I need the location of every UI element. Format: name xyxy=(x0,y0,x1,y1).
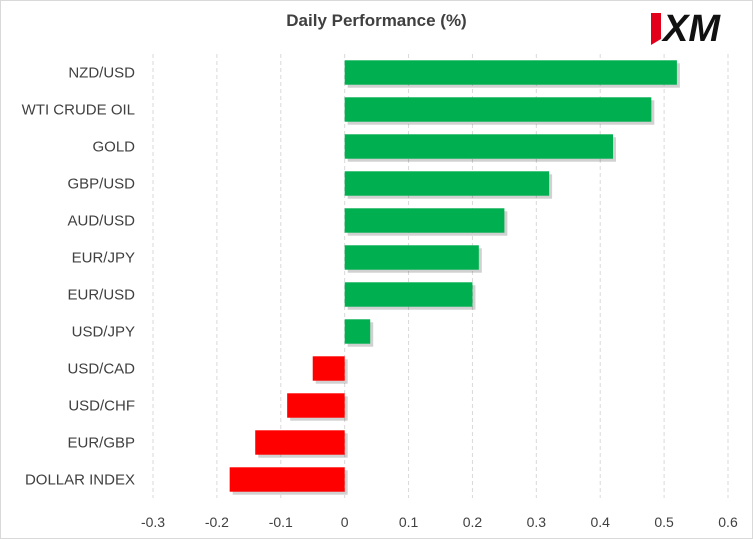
bar xyxy=(344,245,479,270)
category-label: EUR/USD xyxy=(67,287,135,304)
xm-logo: XM xyxy=(651,8,721,47)
bar xyxy=(344,282,473,307)
category-label: USD/CAD xyxy=(67,361,135,378)
bar xyxy=(344,97,652,122)
bar xyxy=(344,319,371,344)
category-label: AUD/USD xyxy=(67,213,135,230)
x-tick-label: 0.4 xyxy=(590,514,610,530)
x-tick-label: 0.5 xyxy=(654,514,674,530)
category-label: USD/CHF xyxy=(68,398,135,415)
bar xyxy=(312,356,345,381)
bar-layer xyxy=(229,60,680,495)
bar xyxy=(344,171,550,196)
xm-logo-text: XM xyxy=(661,8,721,47)
bar xyxy=(287,393,345,418)
x-tick-label: 0.1 xyxy=(399,514,419,530)
x-tick-label: 0.2 xyxy=(463,514,483,530)
chart-title: Daily Performance (%) xyxy=(286,11,467,30)
bar xyxy=(344,208,505,233)
x-tick-label: -0.2 xyxy=(205,514,229,530)
x-tick-label: 0.6 xyxy=(718,514,738,530)
x-tick-label: -0.3 xyxy=(141,514,165,530)
grid-layer xyxy=(152,54,729,498)
x-tick-label: -0.1 xyxy=(269,514,293,530)
category-label: WTI CRUDE OIL xyxy=(22,102,135,119)
category-labels: NZD/USD WTI CRUDE OIL GOLD GBP/USD AUD/USD EU… xyxy=(22,65,136,489)
category-label: EUR/GBP xyxy=(67,435,135,452)
bar xyxy=(344,60,677,85)
bar xyxy=(255,430,345,455)
category-label: GBP/USD xyxy=(67,176,135,193)
bar xyxy=(229,467,345,492)
category-label: EUR/JPY xyxy=(72,250,135,267)
xm-logo-mark xyxy=(651,13,661,45)
x-tick-label: 0 xyxy=(341,514,349,530)
x-tick-labels: -0.3 -0.2 -0.1 0 0.1 0.2 0.3 0.4 0.5 0.6 xyxy=(141,514,738,530)
category-label: USD/JPY xyxy=(72,324,135,341)
category-label: DOLLAR INDEX xyxy=(25,472,135,489)
category-label: NZD/USD xyxy=(68,65,135,82)
x-tick-label: 0.3 xyxy=(527,514,547,530)
bar xyxy=(344,134,613,159)
category-label: GOLD xyxy=(92,139,135,156)
